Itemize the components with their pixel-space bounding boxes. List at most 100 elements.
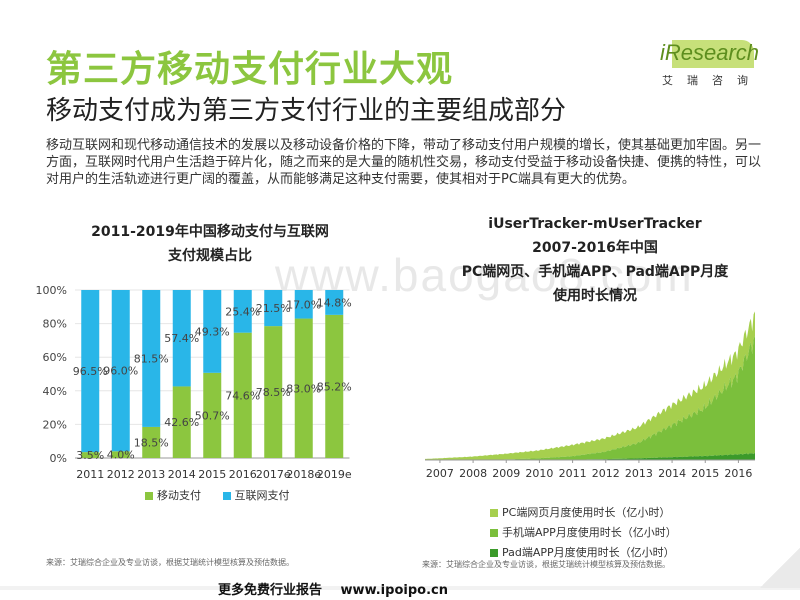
bar-internet: [233, 290, 252, 333]
legend-swatch-pc: [490, 509, 498, 517]
corner-accent: [760, 548, 800, 588]
data-label-internet: 17.0%: [286, 298, 321, 311]
x-tick-label: 2013: [137, 468, 165, 481]
bar-mobile: [233, 332, 252, 458]
data-label-internet: 57.4%: [164, 332, 199, 345]
logo-brand-text: iResearch: [660, 40, 760, 65]
x-tick-label: 2019e: [317, 468, 352, 481]
y-tick-label: 40%: [43, 385, 67, 398]
data-label-internet: 96.5%: [73, 365, 108, 378]
data-label-internet: 49.3%: [195, 325, 230, 338]
left-chart-title-line1: 2011-2019年中国移动支付与互联网: [91, 224, 329, 240]
bar-group: 78.5% 21.5% 2017e: [256, 290, 291, 481]
bar-group: 18.5% 81.5% 2013: [134, 290, 169, 481]
x-tick-label: 2008: [459, 467, 487, 480]
data-label-mobile: 4.0%: [107, 449, 135, 462]
watermark: www.baogao8.com: [275, 249, 694, 301]
bar-group: 42.6% 57.4% 2014: [164, 290, 199, 481]
legend-swatch-mobile: [145, 492, 153, 500]
bottom-band: [0, 586, 800, 590]
y-tick-label: 80%: [43, 318, 67, 331]
data-label-mobile: 83.0%: [286, 382, 321, 395]
bar-mobile: [325, 314, 344, 458]
footer-url[interactable]: www.ipoipo.cn: [340, 583, 448, 598]
x-tick-label: 2014: [168, 468, 196, 481]
x-tick-label: 2012: [592, 467, 620, 480]
bar-mobile: [142, 426, 161, 458]
legend-swatch-internet: [222, 492, 231, 500]
bar-internet: [111, 290, 130, 452]
bar-group: 85.2% 14.8% 2019e: [317, 290, 352, 481]
left-chart-title: 2011-2019年中国移动支付与互联网 支付规模占比: [40, 220, 380, 268]
x-tick-label: 2010: [525, 467, 553, 480]
left-source-note: 来源：艾瑞综合企业及专业访谈，根据艾瑞统计模型核算及预估数据。: [46, 558, 294, 567]
y-tick-label: 20%: [43, 418, 67, 431]
data-label-mobile: 74.6%: [225, 389, 260, 402]
y-tick-label: 60%: [43, 351, 67, 364]
data-label-mobile: 50.7%: [195, 409, 230, 422]
legend-label-internet: 互联网支付: [234, 489, 290, 502]
x-tick-label: 2009: [492, 467, 520, 480]
right-chart-legend: PC端网页月度使用时长（亿小时） 手机端APP月度使用时长（亿小时） Pad端A…: [490, 503, 677, 563]
area-phone: [425, 336, 755, 460]
bar-mobile: [111, 451, 130, 458]
legend-label-mobile: 移动支付: [157, 489, 201, 502]
x-tick-label: 2016: [229, 468, 257, 481]
data-label-mobile: 42.6%: [164, 416, 199, 429]
legend-swatch-phone: [490, 529, 498, 537]
bar-mobile: [172, 386, 191, 458]
stacked-area-chart: 2007 2008 2009 2010 2011 2012 2013 2014 2015 2016: [425, 311, 755, 480]
x-tick-label: 2018e: [286, 468, 321, 481]
x-tick-label: 2015: [691, 467, 719, 480]
bar-internet: [294, 290, 313, 319]
x-tick-label: 2015: [198, 468, 226, 481]
left-chart-title-line2: 支付规模占比: [168, 248, 252, 264]
y-tick-label: 100%: [36, 284, 67, 297]
data-label-mobile: 3.5%: [76, 449, 104, 462]
bar-mobile: [81, 452, 100, 458]
logo-cn: 艾瑞咨询: [662, 74, 762, 87]
data-label-internet: 81.5%: [134, 352, 169, 365]
legend-label-phone: 手机端APP月度使用时长（亿小时）: [502, 526, 677, 539]
left-chart-legend: 移动支付 互联网支付: [145, 487, 308, 503]
bar-internet: [142, 290, 161, 427]
x-tick-label: 2011: [559, 467, 587, 480]
page-subtitle: 移动支付成为第三方支付行业的主要组成部分: [46, 96, 567, 126]
bar-group: 50.7% 49.3% 2015: [195, 290, 230, 481]
bar-mobile: [264, 326, 283, 458]
bar-internet: [264, 290, 283, 327]
bar-mobile: [203, 372, 222, 458]
bar-group: 83.0% 17.0% 2018e: [286, 290, 321, 481]
legend-label-pad: Pad端APP月度使用时长（亿小时）: [502, 546, 675, 559]
page-title: 第三方移动支付行业大观: [46, 49, 454, 90]
x-tick-label: 2007: [426, 467, 454, 480]
right-chart-title-line3: PC端网页、手机端APP、Pad端APP月度: [461, 264, 729, 280]
iresearch-logo: iResearch 艾瑞咨询: [660, 40, 762, 88]
legend-item-internet: 互联网支付: [222, 487, 290, 503]
right-chart-title-line1: iUserTracker-mUserTracker: [488, 216, 702, 232]
data-label-mobile: 85.2%: [317, 380, 352, 393]
x-tick-label: 2013: [625, 467, 653, 480]
x-tick-label: 2017e: [256, 468, 291, 481]
bar-internet: [325, 290, 344, 315]
data-label-internet: 14.8%: [317, 296, 352, 309]
bar-internet: [172, 290, 191, 387]
data-label-mobile: 18.5%: [134, 436, 169, 449]
data-label-internet: 96.0%: [103, 365, 138, 378]
right-chart-title: iUserTracker-mUserTracker 2007-2016年中国 P…: [420, 212, 770, 308]
data-label-mobile: 78.5%: [256, 386, 291, 399]
area-pad: [425, 452, 755, 460]
right-chart-title-line2: 2007-2016年中国: [532, 240, 658, 256]
x-tick-label: 2012: [107, 468, 135, 481]
bar-mobile: [294, 318, 313, 458]
data-label-internet: 25.4%: [225, 305, 260, 318]
bar-internet: [203, 290, 222, 373]
x-tick-label: 2011: [76, 468, 104, 481]
legend-label-pc: PC端网页月度使用时长（亿小时）: [502, 506, 671, 519]
right-chart-title-line4: 使用时长情况: [553, 288, 637, 304]
bar-group: 4.0% 96.0% 2012: [103, 290, 138, 481]
right-source-note: 来源：艾瑞综合企业及专业访谈，根据艾瑞统计模型核算及预估数据。: [422, 560, 670, 569]
legend-item-pad: Pad端APP月度使用时长（亿小时）: [490, 543, 677, 563]
description: 移动互联网和现代移动通信技术的发展以及移动设备价格的下降，带动了移动支付用户规模…: [46, 138, 762, 187]
